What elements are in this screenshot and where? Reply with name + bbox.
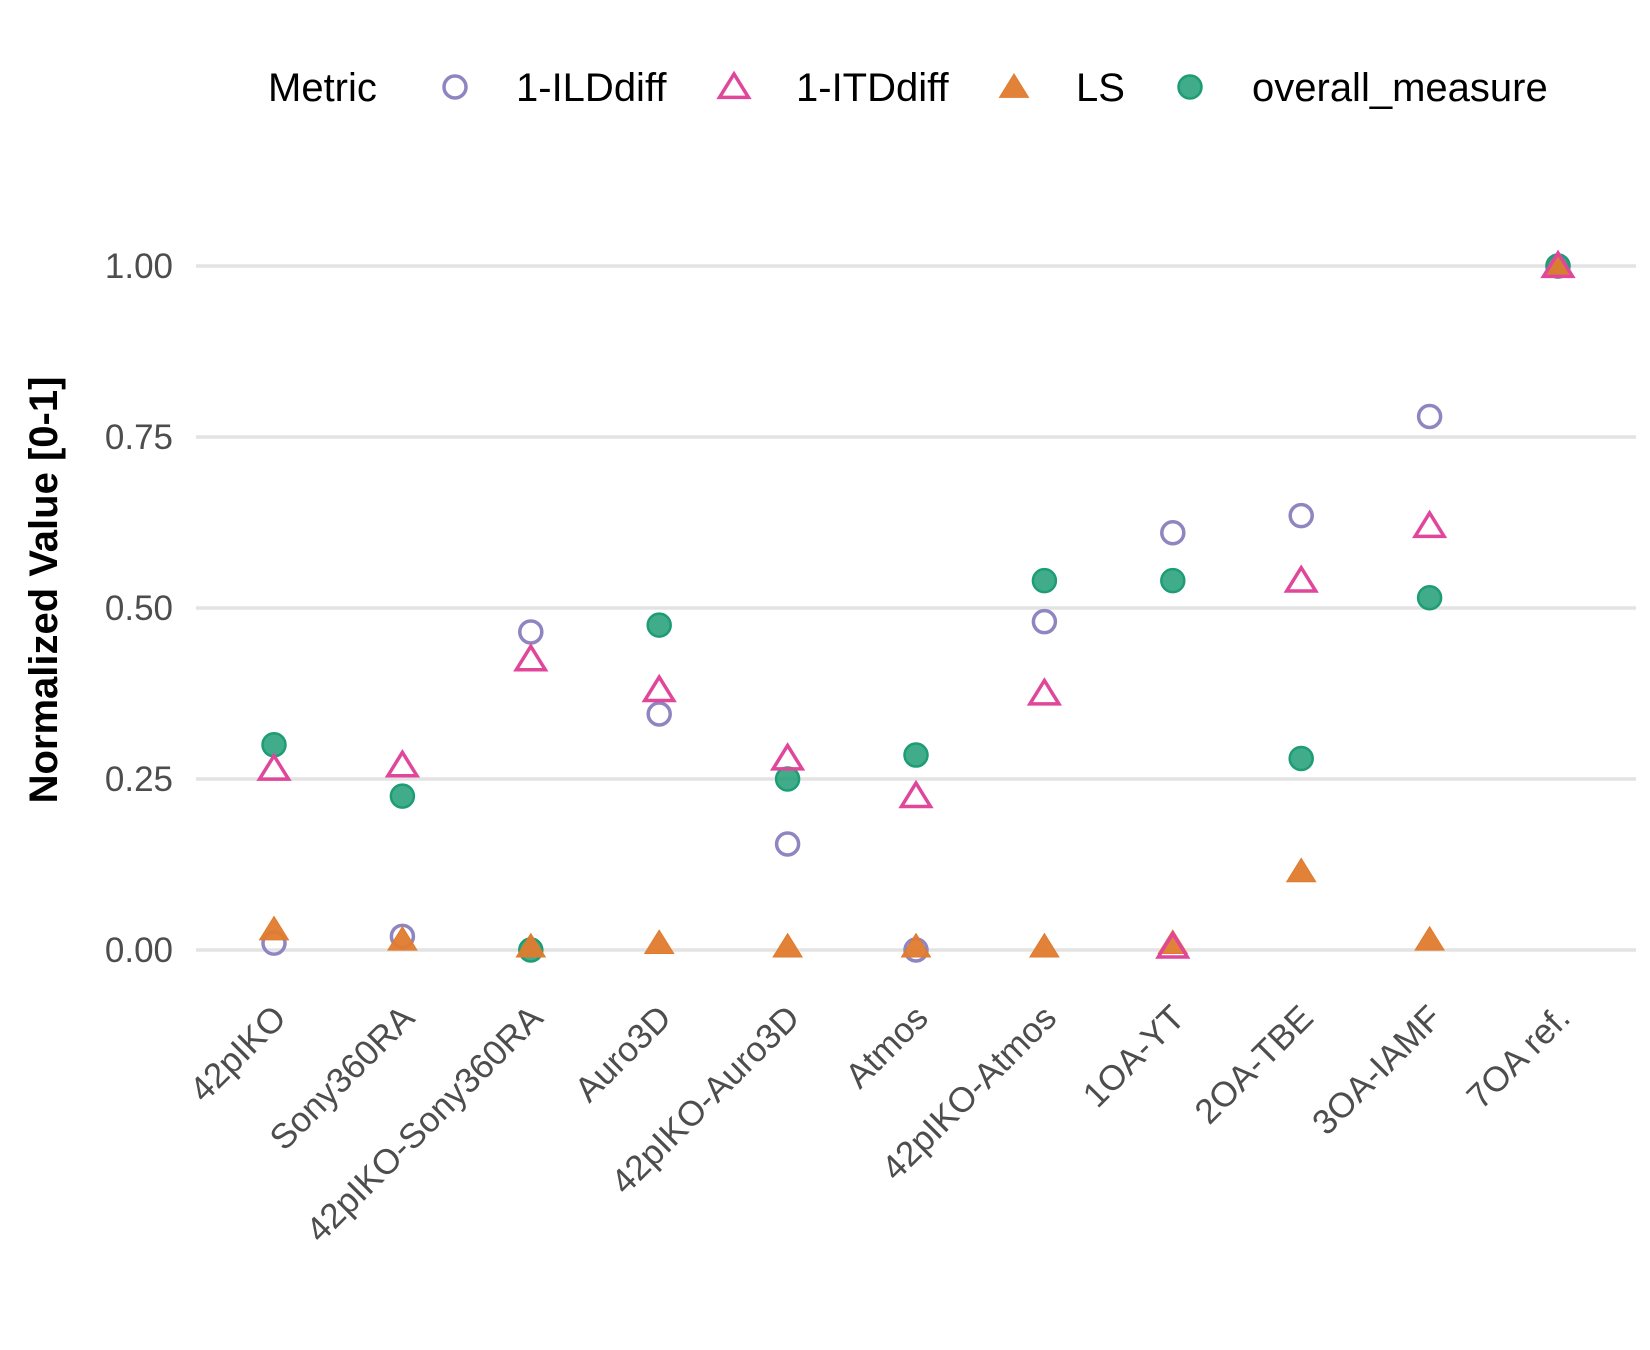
point-ls [772, 932, 803, 958]
point-overall-measure [646, 612, 672, 638]
point-ls [1029, 932, 1060, 958]
point-1-itddiff [513, 642, 549, 672]
gridlines [196, 264, 1636, 952]
y-tick-label: 0.75 [105, 418, 173, 457]
y-axis: 0.00 0.25 0.50 0.75 1.00 [105, 247, 173, 970]
point-1-itddiff [769, 742, 806, 771]
legend-label: overall_measure [1252, 66, 1548, 110]
point-overall-measure [1160, 567, 1186, 594]
point-1-ilddiff [1160, 520, 1186, 546]
y-tick-label: 0.00 [105, 931, 173, 970]
x-tick-label: 7OA ref. [1459, 998, 1577, 1116]
point-overall-measure [774, 766, 801, 792]
x-tick-label: Auro3D [567, 998, 678, 1109]
x-tick-label: 2OA-TBE [1187, 998, 1320, 1131]
x-tick-label: 42pIKO-Sony360RA [299, 998, 551, 1250]
point-1-itddiff [384, 748, 421, 778]
point-1-ilddiff [1031, 608, 1058, 635]
point-ls [1285, 857, 1317, 883]
x-tick-label: 42pIKO [182, 998, 294, 1110]
point-1-itddiff [1540, 249, 1576, 279]
point-overall-measure [389, 783, 416, 809]
series-LS [258, 252, 1574, 958]
point-1-itddiff [1411, 509, 1448, 539]
legend-key [998, 73, 1030, 98]
point-1-itddiff [641, 673, 677, 703]
legend-key [716, 70, 752, 100]
point-1-itddiff [1026, 677, 1063, 706]
legend-label: 1-ITDdiff [796, 66, 950, 110]
point-1-ilddiff [646, 701, 672, 727]
point-1-itddiff [1283, 564, 1319, 593]
point-1-itddiff [1155, 930, 1191, 959]
point-ls [900, 932, 932, 958]
x-tick-label: 3OA-IAMF [1305, 998, 1449, 1142]
y-tick-label: 1.00 [105, 247, 173, 286]
legend-title: Metric [268, 66, 377, 110]
y-axis-title: Normalized Value [0-1] [22, 377, 66, 804]
point-1-ilddiff [774, 831, 801, 857]
y-tick-label: 0.50 [105, 589, 173, 628]
data-points [256, 249, 1576, 963]
point-1-ilddiff [1416, 403, 1443, 430]
x-tick-label: Atmos [838, 998, 936, 1096]
point-1-ilddiff [1288, 502, 1314, 529]
point-ls [515, 932, 547, 958]
legend-label: LS [1076, 66, 1125, 110]
point-ls [258, 915, 290, 941]
point-ls [387, 925, 418, 951]
legend-label: 1-ILDdiff [516, 66, 667, 110]
legend-key [1177, 74, 1203, 100]
point-1-ilddiff [518, 619, 544, 645]
y-tick-label: 0.25 [105, 760, 173, 799]
legend-key [442, 74, 468, 100]
point-overall-measure [1288, 745, 1314, 772]
x-tick-label: 1OA-YT [1075, 998, 1192, 1115]
legend: Metric 1-ILDdiff 1-ITDdiff LS overall_measur… [268, 66, 1548, 110]
point-overall-measure [903, 742, 929, 768]
point-ls [643, 929, 675, 955]
point-overall-measure [1416, 584, 1443, 611]
point-1-itddiff [256, 752, 292, 781]
point-overall-measure [1031, 567, 1058, 594]
series-1-ITDdiff [256, 249, 1576, 959]
point-1-itddiff [898, 779, 934, 809]
point-ls [1414, 925, 1445, 951]
